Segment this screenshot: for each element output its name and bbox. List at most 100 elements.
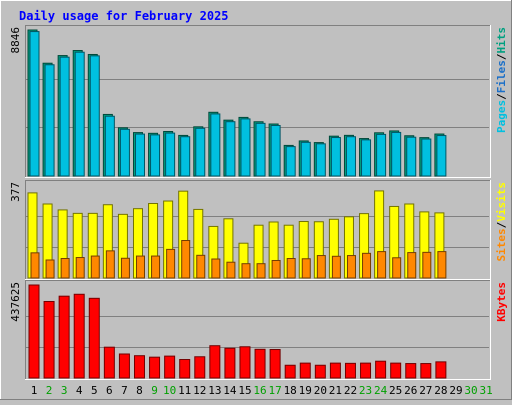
bar-sites-day-18 [286,258,296,279]
bar-pages-day-19 [300,141,311,177]
legend-visits: Visits [495,182,508,222]
bar-kbytes-day-5 [88,297,100,379]
bar-pages-day-23 [361,139,372,177]
bar-sites-day-10 [166,248,176,279]
day-label-16: 16 [253,384,266,397]
legend-hits: Hits [495,27,508,54]
bar-sites-day-4 [75,257,85,279]
bar-pages-day-16 [255,122,266,177]
bar-kbytes-day-20 [314,364,326,379]
day-label-23: 23 [359,384,372,397]
bar-sites-day-16 [256,263,266,279]
day-label-24: 24 [374,384,388,397]
bar-kbytes-day-26 [405,363,417,379]
panel-max-label: 377 [9,182,22,202]
bar-sites-day-7 [120,257,130,279]
bar-pages-day-3 [59,56,70,177]
day-label-3: 3 [61,384,68,397]
day-label-4: 4 [76,384,83,397]
bar-kbytes-day-2 [43,301,55,379]
day-label-30: 30 [464,384,477,397]
bar-sites-day-14 [226,261,236,279]
legend-separator: / [495,93,508,100]
bar-pages-day-6 [104,115,115,177]
bar-kbytes-day-9 [149,356,161,379]
panel-visits-sites: 377 Sites/Visits [9,180,508,280]
bar-sites-day-5 [90,255,100,279]
bar-pages-day-28 [436,135,447,177]
bar-kbytes-day-1 [28,284,40,379]
bar-kbytes-day-18 [284,364,296,379]
chart-title: Daily usage for February 2025 [19,9,229,23]
day-label-10: 10 [163,384,176,397]
bar-pages-day-21 [330,137,341,177]
day-label-8: 8 [136,384,143,397]
day-axis: 1 2 3 4 5 6 7 8 9 10 11 12 13 14 15 16 17 18 19 20 21 22 23 24 2… [31,384,493,397]
bar-pages-day-9 [150,134,161,177]
day-label-5: 5 [91,384,98,397]
bar-pages-day-8 [134,133,145,177]
bar-pages-day-25 [391,131,402,177]
bar-pages-day-2 [44,64,55,177]
legend-separator: / [495,53,508,60]
panels: 8846Pages/Files/Hits377Sites/Visits43762… [9,25,508,380]
legend-separator: / [495,221,508,228]
legend-files: Files [495,60,508,93]
day-label-26: 26 [404,384,417,397]
bar-pages-day-13 [210,113,221,177]
day-label-20: 20 [314,384,327,397]
bar-pages-day-26 [406,136,417,177]
panel-max-label: 8846 [9,27,22,54]
bar-sites-day-11 [181,240,191,279]
bar-sites-day-6 [105,250,115,279]
day-label-6: 6 [106,384,113,397]
bar-kbytes-day-15 [239,346,251,379]
bar-kbytes-day-27 [420,363,432,379]
day-label-18: 18 [284,384,297,397]
bar-kbytes-day-24 [375,360,387,379]
bar-kbytes-day-11 [179,359,191,379]
day-label-19: 19 [299,384,312,397]
bar-kbytes-day-8 [133,355,145,379]
day-label-28: 28 [434,384,447,397]
bar-kbytes-day-16 [254,348,266,379]
bar-kbytes-day-25 [390,362,402,379]
bar-sites-day-19 [301,258,311,279]
legend-sites: Sites [495,228,508,261]
bar-sites-day-1 [30,252,40,279]
bar-kbytes-day-6 [103,346,115,379]
day-label-22: 22 [344,384,357,397]
panel-legend: KBytes [495,282,508,322]
bar-sites-day-27 [422,251,432,279]
bar-kbytes-day-21 [329,362,341,379]
bar-pages-day-11 [180,136,191,177]
legend-pages: Pages [495,100,508,133]
bar-kbytes-day-3 [58,295,70,379]
day-label-12: 12 [193,384,206,397]
panel-kbytes: 437625 KBytes [9,280,508,380]
bar-kbytes-day-23 [360,362,372,379]
bar-kbytes-day-12 [194,356,206,379]
bar-kbytes-day-13 [209,345,221,379]
day-label-21: 21 [329,384,342,397]
bar-sites-day-12 [196,254,206,279]
bar-sites-day-21 [331,255,341,279]
bar-pages-day-24 [376,133,387,177]
bar-sites-day-13 [211,258,221,279]
bar-sites-day-25 [392,257,402,279]
bar-kbytes-day-28 [435,361,447,379]
day-label-27: 27 [419,384,432,397]
day-label-9: 9 [151,384,158,397]
bar-sites-day-2 [45,259,55,279]
bar-pages-day-20 [315,143,326,177]
day-label-15: 15 [238,384,251,397]
bar-pages-day-22 [345,136,356,177]
bar-kbytes-day-7 [118,353,130,379]
bar-pages-day-27 [421,138,432,177]
day-label-17: 17 [268,384,281,397]
bar-kbytes-day-22 [344,362,356,379]
legend-kbytes: KBytes [495,282,508,322]
bar-pages-day-17 [270,125,281,177]
